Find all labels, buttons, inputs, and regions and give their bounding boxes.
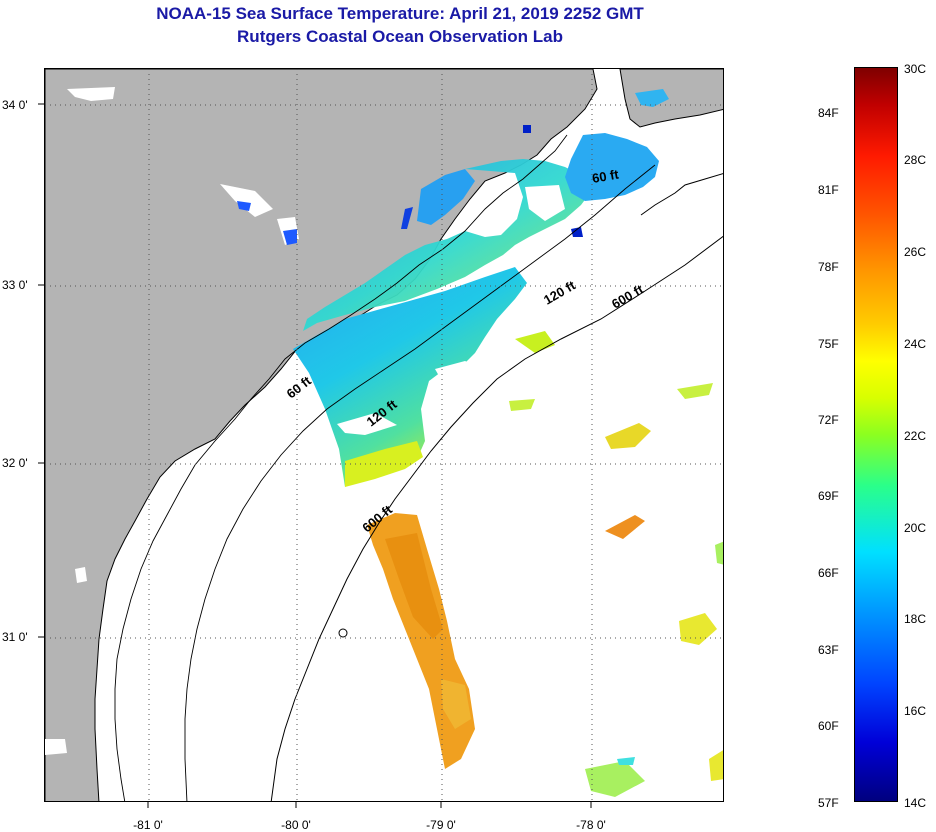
colorbar-c-22: 22C <box>904 429 927 443</box>
sst-patch-warm <box>345 441 423 487</box>
colorbar-c-28: 28C <box>904 153 927 167</box>
sst-patch-offshore <box>509 399 535 411</box>
sst-patch-offshore <box>677 383 713 399</box>
colorbar-c-20: 20C <box>904 521 927 535</box>
cloud-gap <box>525 185 565 221</box>
sst-patch-north <box>635 89 669 107</box>
sst-patch-offshore <box>715 541 723 565</box>
colorbar-f-75: 75F <box>818 337 839 351</box>
colorbar-f-84: 84F <box>818 106 839 120</box>
lake-sst-patch <box>283 229 297 245</box>
inland-lake <box>45 739 67 755</box>
lat-label-32: 32 0' <box>2 456 28 470</box>
cloud-gap <box>337 413 397 435</box>
map-title: NOAA-15 Sea Surface Temperature: April 2… <box>156 4 644 23</box>
cloud-gap <box>485 187 521 219</box>
lon-label-81: -81 0' <box>133 818 163 832</box>
sst-patch-warm <box>515 331 555 353</box>
inland-lake <box>67 87 115 101</box>
lat-label-34: 34 0' <box>2 98 28 112</box>
colorbar-f-66: 66F <box>818 566 839 580</box>
cloud-gap <box>435 361 485 383</box>
sst-patch-north <box>417 169 475 225</box>
lake-sst-patch <box>237 201 251 211</box>
sst-cold-spot <box>401 207 413 229</box>
inland-lake <box>220 184 273 217</box>
sst-map-canvas: 60 ft 60 ft 120 ft 120 ft 600 ft 600 ft <box>45 69 723 801</box>
colorbar-f-72: 72F <box>818 413 839 427</box>
colorbar-c-26: 26C <box>904 245 927 259</box>
sst-cold-spot <box>571 227 583 237</box>
lon-label-80: -80 0' <box>281 818 311 832</box>
colorbar-c-18: 18C <box>904 612 927 626</box>
sst-patch-offshore <box>605 515 645 539</box>
land-area-ne <box>619 69 723 128</box>
contour-label-60ft-north: 60 ft <box>591 166 621 186</box>
graticule <box>45 69 723 801</box>
isobath-600ft-north <box>640 173 723 216</box>
lat-label-33: 33 0' <box>2 278 28 292</box>
colorbar-f-81: 81F <box>818 183 839 197</box>
colorbar-c-30: 30C <box>904 62 927 76</box>
sst-patch-offshore <box>617 757 635 765</box>
colorbar-f-57: 57F <box>818 796 839 810</box>
colorbar-f-69: 69F <box>818 489 839 503</box>
contour-label-120ft-north: 120 ft <box>541 277 578 307</box>
sst-patch-offshore <box>585 761 645 797</box>
sst-patch-north <box>565 133 659 201</box>
lon-label-79: -79 0' <box>426 818 456 832</box>
isobath-60ft <box>114 134 568 801</box>
temperature-colorbar <box>854 67 898 802</box>
inland-lake <box>75 567 87 583</box>
sst-patch-offshore <box>679 613 717 645</box>
map-subtitle: Rutgers Coastal Ocean Observation Lab <box>237 27 563 46</box>
land-area <box>45 69 598 801</box>
colorbar-f-63: 63F <box>818 643 839 657</box>
contour-label-60ft-south: 60 ft <box>284 373 315 402</box>
sst-map[interactable]: 60 ft 60 ft 120 ft 120 ft 600 ft 600 ft <box>44 68 724 802</box>
sst-patch-offshore <box>709 750 723 781</box>
colorbar-c-24: 24C <box>904 337 927 351</box>
sst-patch-offshore <box>605 423 651 449</box>
colorbar-f-78: 78F <box>818 260 839 274</box>
colorbar-c-14: 14C <box>904 796 927 810</box>
sst-swath-south-core <box>385 533 443 639</box>
colorbar-f-60: 60F <box>818 719 839 733</box>
sst-swath-south-core <box>441 679 471 729</box>
seamount-marker <box>338 628 348 638</box>
sst-cold-spot <box>523 125 531 133</box>
colorbar-c-16: 16C <box>904 704 927 718</box>
lat-label-31: 31 0' <box>2 630 28 644</box>
isobath-600ft <box>270 235 723 801</box>
lon-label-78: -78 0' <box>576 818 606 832</box>
isobath-120ft <box>184 164 656 801</box>
